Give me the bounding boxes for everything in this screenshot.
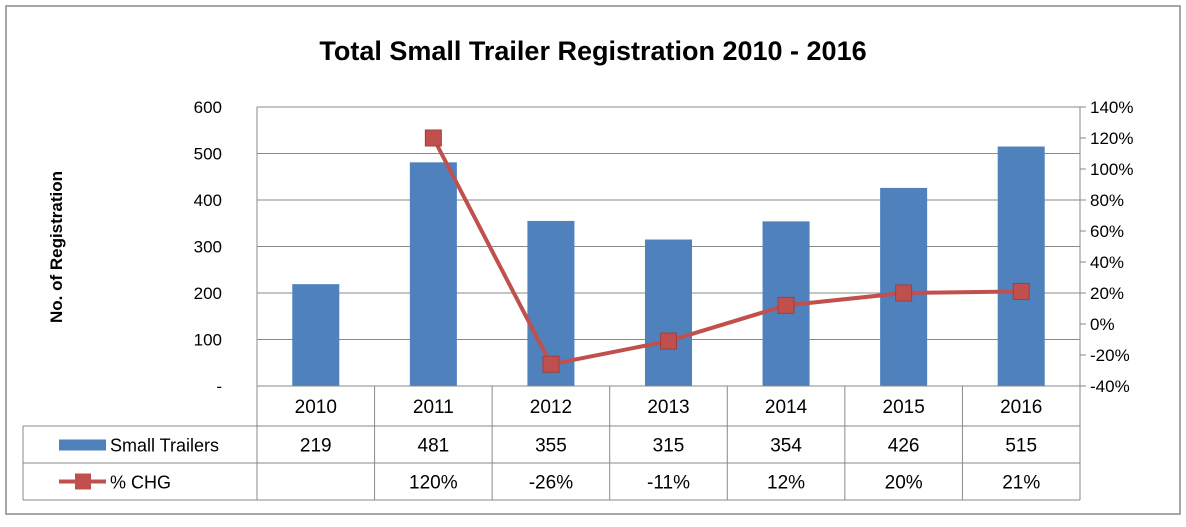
bar-series bbox=[292, 146, 1045, 386]
category-label: 2012 bbox=[530, 397, 572, 418]
bar bbox=[292, 284, 340, 386]
y2-tick-label: 140% bbox=[1090, 98, 1133, 117]
y2-tick-label: -40% bbox=[1090, 377, 1130, 396]
pct-change-cell: 120% bbox=[409, 473, 458, 494]
y2-tick-label: 20% bbox=[1090, 284, 1124, 303]
y-tick-label: 100 bbox=[194, 331, 222, 350]
pct-change-cell: -26% bbox=[529, 473, 573, 494]
y-tick-label: 400 bbox=[194, 191, 222, 210]
y2-axis-ticks: -40% -20% 0% 20% 40% 60% 80% 100% 120% 140% bbox=[1080, 98, 1133, 396]
bar bbox=[409, 162, 457, 386]
pct-change-cell: 21% bbox=[1002, 473, 1040, 494]
pct-change-cell: -11% bbox=[647, 473, 690, 494]
bar bbox=[644, 239, 693, 386]
y2-tick-label: 100% bbox=[1090, 160, 1133, 179]
legend-label-bars: Small Trailers bbox=[110, 436, 219, 456]
legend-key-bars bbox=[59, 439, 106, 451]
bar-value-cell: 481 bbox=[418, 436, 450, 457]
line-marker bbox=[777, 296, 795, 314]
y2-tick-label: 40% bbox=[1090, 253, 1124, 272]
legend-key-marker bbox=[75, 473, 91, 490]
legend-label-line: % CHG bbox=[110, 473, 171, 493]
bar bbox=[997, 146, 1045, 386]
pct-change-cell: 20% bbox=[885, 473, 923, 494]
category-label: 2011 bbox=[413, 397, 454, 418]
chart-border bbox=[5, 5, 1181, 515]
y2-tick-label: 0% bbox=[1090, 315, 1115, 334]
data-table: 2010 219 2011 481 120% 2012 355 -26% 2013 315 -11%… bbox=[22, 385, 1081, 501]
bar-value-cell: 426 bbox=[888, 436, 920, 457]
line-marker bbox=[895, 284, 913, 302]
category-label: 2016 bbox=[1000, 397, 1042, 418]
bar-value-cell: 219 bbox=[300, 436, 332, 457]
line-marker bbox=[1012, 282, 1030, 300]
bar-value-cell: 515 bbox=[1005, 436, 1037, 457]
category-label: 2014 bbox=[765, 397, 808, 418]
line-marker bbox=[542, 355, 560, 373]
y2-tick-label: -20% bbox=[1090, 346, 1130, 365]
category-label: 2010 bbox=[295, 397, 337, 418]
line-marker bbox=[424, 129, 442, 147]
pct-change-line bbox=[431, 137, 1022, 367]
bar-value-cell: 315 bbox=[653, 436, 685, 457]
line-marker bbox=[660, 332, 677, 350]
y-tick-label: 600 bbox=[194, 98, 222, 117]
y2-tick-label: 60% bbox=[1090, 222, 1124, 241]
category-label: 2015 bbox=[883, 397, 925, 418]
y-axis-ticks: - 100 200 300 400 500 600 bbox=[194, 98, 222, 396]
line-series bbox=[424, 129, 1030, 373]
y-tick-label: 200 bbox=[194, 284, 222, 303]
y-tick-label: 300 bbox=[194, 238, 222, 257]
bar-value-cell: 355 bbox=[535, 436, 567, 457]
pct-change-cell: 12% bbox=[767, 473, 805, 494]
y2-tick-label: 120% bbox=[1090, 129, 1133, 148]
bar-value-cell: 354 bbox=[770, 436, 802, 457]
category-label: 2013 bbox=[647, 397, 689, 418]
y-tick-label: - bbox=[216, 377, 222, 396]
y-axis-label: No. of Registration bbox=[47, 171, 66, 323]
chart-title: Total Small Trailer Registration 2010 - … bbox=[319, 36, 866, 66]
y2-tick-label: 80% bbox=[1090, 191, 1124, 210]
y-tick-label: 500 bbox=[194, 145, 222, 164]
